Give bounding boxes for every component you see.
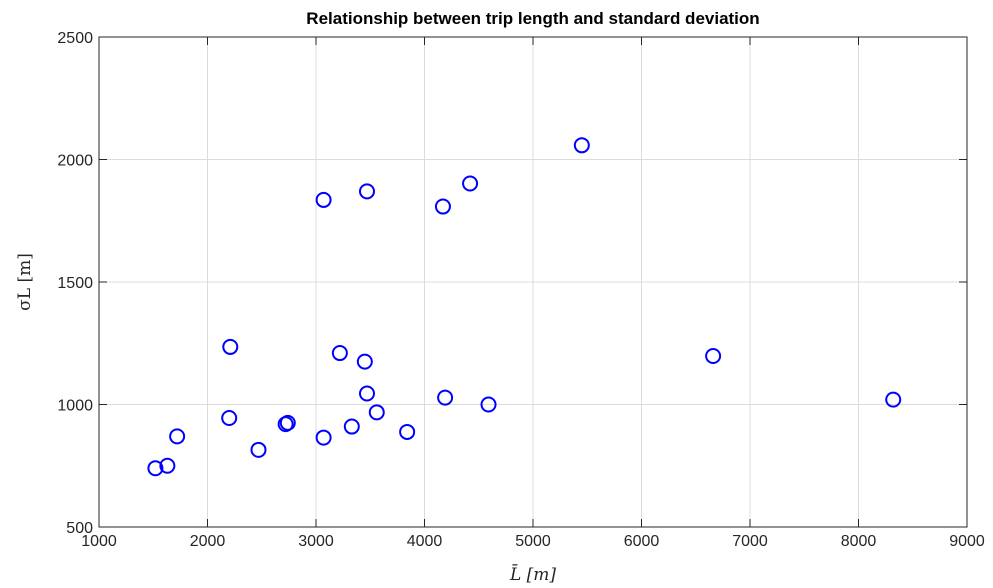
data-point: [462, 175, 479, 192]
data-point: [356, 353, 373, 370]
data-point: [437, 389, 454, 406]
grid-lines: [99, 37, 967, 527]
x-tick-label: 5000: [515, 533, 551, 550]
x-tick-label: 2000: [190, 533, 226, 550]
data-points: [147, 137, 902, 477]
y-tick-label: 2000: [57, 153, 93, 170]
x-axis-label: L̄ [m]: [509, 563, 556, 585]
data-point: [221, 409, 238, 426]
x-tick-label: 6000: [624, 533, 660, 550]
data-point: [358, 385, 375, 402]
x-tick-label: 7000: [732, 533, 768, 550]
y-axis-label: σL [m]: [15, 253, 35, 311]
data-point: [434, 198, 451, 215]
chart-title: Relationship between trip length and sta…: [306, 9, 759, 28]
x-tick-label: 1000: [81, 533, 117, 550]
axis-ticks: 1000 2000 3000 4000 5000 6000 7000 8000 90005001…: [57, 30, 984, 550]
data-point: [480, 396, 497, 413]
x-tick-label: 4000: [407, 533, 443, 550]
y-tick-label: 500: [66, 520, 93, 537]
x-tick-label: 9000: [949, 533, 985, 550]
plot-frame: [98, 36, 968, 528]
data-point: [147, 460, 164, 477]
data-point: [159, 457, 176, 474]
data-point: [343, 418, 360, 435]
data-point: [169, 428, 186, 445]
x-tick-label: 3000: [298, 533, 334, 550]
data-point: [573, 137, 590, 154]
data-point: [222, 338, 239, 355]
data-point: [368, 404, 385, 421]
data-point: [331, 345, 348, 362]
x-tick-label: 8000: [841, 533, 877, 550]
data-point: [399, 423, 416, 440]
data-point: [315, 191, 332, 208]
data-point: [279, 414, 296, 431]
data-point: [885, 391, 902, 408]
data-point: [250, 441, 267, 458]
y-tick-label: 2500: [57, 30, 93, 47]
data-point: [705, 347, 722, 364]
y-tick-label: 1500: [57, 275, 93, 292]
data-point: [358, 183, 375, 200]
y-tick-label: 1000: [57, 398, 93, 415]
data-point: [315, 429, 332, 446]
